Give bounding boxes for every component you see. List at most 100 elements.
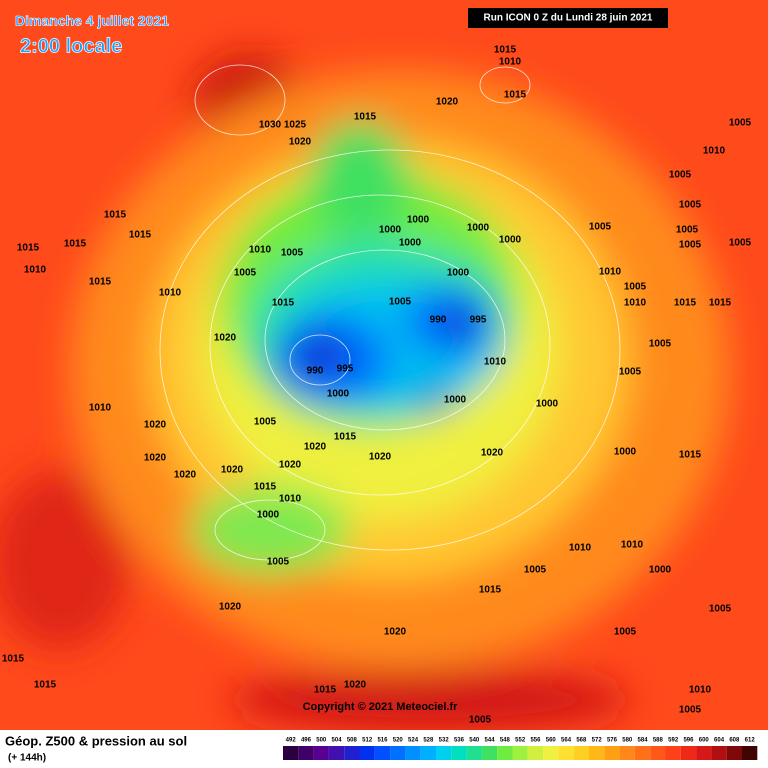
isobar-label: 1005 [679,705,702,716]
isobar-label: 1005 [679,240,702,251]
scale-swatch [298,746,314,760]
scale-label: 580 [622,738,633,744]
isobar-label: 1000 [444,395,467,406]
scale-label: 564 [561,738,572,744]
isobar-label: 1020 [481,448,504,459]
footer-title: Géop. Z500 & pression au sol [5,733,187,748]
isobar-label: 1030 [259,120,282,131]
scale-swatch [696,746,712,760]
scale-label: 492 [286,738,297,744]
isobar-label: 1020 [144,453,167,464]
isobar-label: 1005 [624,282,647,293]
scale-label: 556 [530,738,541,744]
scale-swatch [558,746,574,760]
isobar-label: 1005 [669,170,692,181]
isobar-label: 1005 [389,297,412,308]
isobar-label: 1015 [64,239,87,250]
scale-swatch [359,746,375,760]
isobar-label: 1005 [524,565,547,576]
isobar-label: 1005 [267,557,290,568]
scale-swatch [436,746,452,760]
isobar-label: 995 [337,364,354,375]
isobar-label: 1015 [674,298,697,309]
scale-swatch [634,746,651,760]
isobar-label: 1020 [279,460,302,471]
scale-swatch [711,746,727,760]
isobar-label: 1005 [619,367,642,378]
date: Dimanche 4 juillet 2021 [15,13,169,29]
isobar-label: 1015 [272,298,295,309]
isobar-label: 1010 [621,540,644,551]
scale-label: 596 [683,738,694,744]
isobar-label: 990 [307,366,324,377]
scale-swatch [665,746,681,760]
isobar-label: 1000 [499,235,522,246]
scale-label: 500 [316,738,327,744]
isobar-label: 1010 [624,298,647,309]
isobar-label: 1000 [399,238,422,249]
scale-label: 600 [699,738,710,744]
isobar-label: 1010 [249,245,272,256]
isobar-label: 1010 [689,685,712,696]
isobar-label: 1005 [676,225,699,236]
isobar-label: 1005 [254,417,277,428]
isobar-label: 1005 [281,248,304,259]
scale-swatch [742,746,758,760]
scale-label: 548 [500,738,511,744]
isobar-label: 1015 [89,277,112,288]
isobar-label: 1000 [447,268,470,279]
isobar-label: 1010 [159,288,182,299]
isobar-label: 1015 [354,112,377,123]
isobar-label: 1000 [257,510,280,521]
isobar-label: 1015 [679,450,702,461]
isobar-label: 1010 [569,543,592,554]
scale-swatch [451,746,467,760]
scale-label: 612 [745,738,756,744]
scale-swatch [543,746,559,760]
scale-swatch [420,746,436,760]
isobar-label: 1020 [289,137,312,148]
forecast-lead: (+ 144h) [8,753,46,764]
isobar-label: 1000 [327,389,350,400]
isobar-label: 1015 [254,482,277,493]
isobar-label: 1010 [703,146,726,157]
scale-label: 508 [347,738,358,744]
scale-label: 584 [638,738,649,744]
isobar-label: 1005 [709,604,732,615]
isobar-label: 1000 [379,225,402,236]
scale-swatch [344,746,360,760]
isobar-label: 1025 [284,120,307,131]
isobar-label: 1005 [234,268,257,279]
isobar-label: 1020 [219,602,242,613]
scale-label: 528 [423,738,434,744]
scale-swatch [283,746,299,760]
isobar-label: 1000 [614,447,637,458]
isobar-label: 1020 [221,465,244,476]
scale-label: 504 [332,738,343,744]
isobar-label: 1015 [314,685,337,696]
scale-swatch [481,746,498,760]
isobar-label: 1015 [104,210,127,221]
isobar-label: 990 [430,315,447,326]
scale-label: 536 [454,738,465,744]
scale-label: 552 [515,738,526,744]
scale-label: 524 [408,738,419,744]
isobar-label: 1000 [467,223,490,234]
scale-swatch [589,746,605,760]
copyright: Copyright © 2021 Meteociel.fr [303,701,459,713]
isobar-label: 1015 [504,90,527,101]
isobar-label: 1000 [649,565,672,576]
isobar-label: 1020 [304,442,327,453]
isobar-label: 1020 [436,97,459,108]
scale-swatch [726,746,742,760]
scale-swatch [527,746,544,760]
isobar-label: 1020 [144,420,167,431]
scale-label: 560 [546,738,557,744]
scale-label: 572 [592,738,603,744]
scale-swatch [405,746,421,760]
scale-swatch [328,746,345,760]
isobar-label: 1015 [17,243,40,254]
scale-swatch [650,746,666,760]
scale-swatch [512,746,528,760]
